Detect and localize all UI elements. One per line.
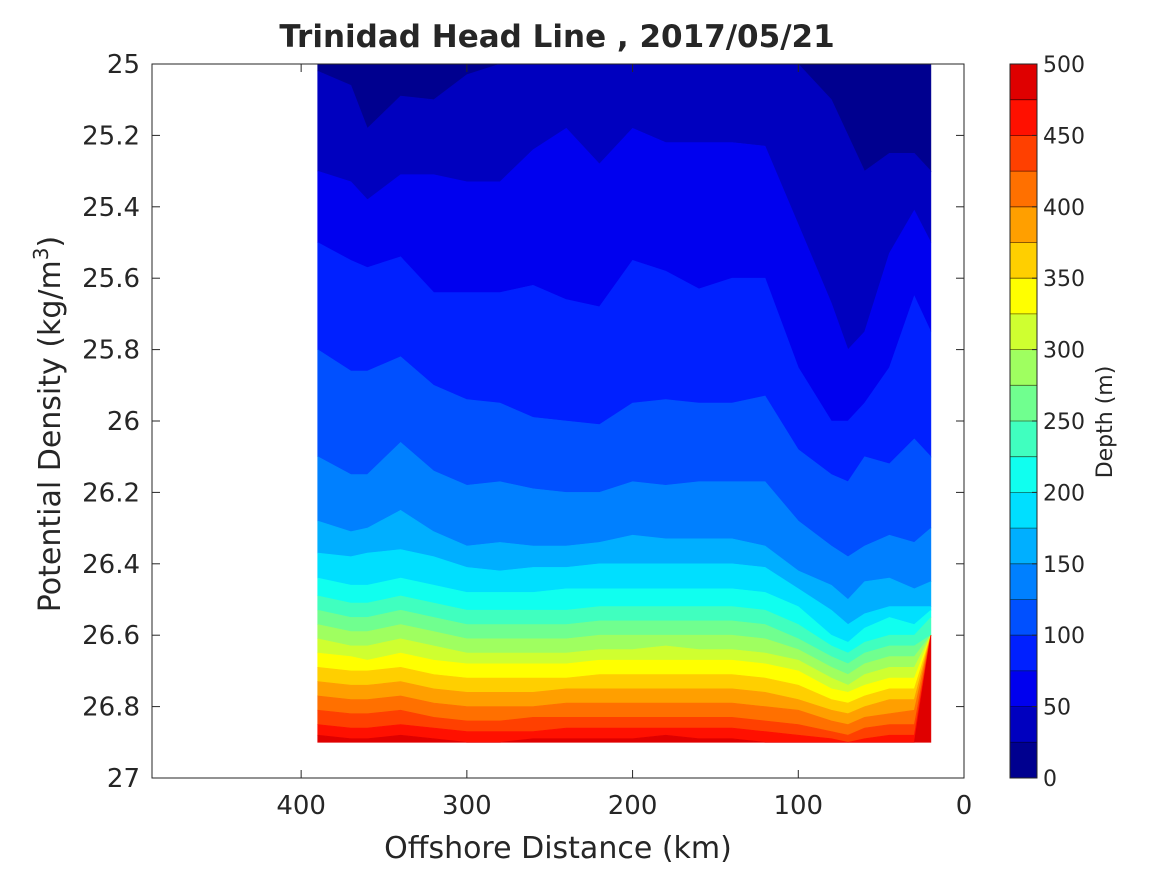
y-tick-label: 25 <box>107 50 140 80</box>
contour-band-475-500 <box>317 635 932 743</box>
colorbar-swatch-125-150 <box>1010 563 1037 600</box>
colorbar-swatch-100-125 <box>1010 599 1037 636</box>
colorbar-tick-label: 50 <box>1043 696 1071 721</box>
colorbar-tick-label: 350 <box>1043 267 1085 292</box>
y-axis-label-superscript: 3 <box>29 247 53 260</box>
y-tick-label: 26.4 <box>82 550 140 580</box>
x-axis-label: Offshore Distance (km) <box>384 831 732 866</box>
colorbar-tick-label: 100 <box>1043 624 1085 649</box>
x-tick-label: 300 <box>442 791 492 821</box>
y-axis-label-main: Potential Density (kg/m <box>33 260 68 612</box>
colorbar-swatch-225-250 <box>1010 421 1037 458</box>
y-axis-label: Potential Density (kg/m3) <box>29 236 68 612</box>
colorbar-swatch-50-75 <box>1010 670 1037 708</box>
y-tick-label: 26.6 <box>82 621 140 651</box>
colorbar-swatch-150-175 <box>1010 528 1037 565</box>
colorbar-tick-label: 300 <box>1043 339 1085 364</box>
colorbar-swatch-375-400 <box>1010 206 1037 243</box>
x-tick-label: 200 <box>608 791 658 821</box>
y-tick-label: 25.4 <box>82 193 140 223</box>
colorbar: 0 50 100 150 200 250 300 350 400 450 500 <box>1009 53 1085 792</box>
colorbar-label: Depth (m) <box>1093 366 1118 479</box>
colorbar-swatch-250-275 <box>1010 385 1037 422</box>
colorbar-swatch-200-225 <box>1010 456 1037 493</box>
plot-area <box>317 63 932 743</box>
axis-ticks: 400 300 200 100 0 25 25.2 25.4 25.6 25.8 26 26.2 26.… <box>82 50 972 821</box>
y-tick-label: 25.2 <box>82 121 140 151</box>
colorbar-swatch-175-200 <box>1010 492 1037 529</box>
colorbar-swatch-300-325 <box>1010 313 1037 351</box>
colorbar-swatch-400-425 <box>1010 171 1037 208</box>
colorbar-tick-label: 250 <box>1043 410 1085 435</box>
colorbar-tick-label: 400 <box>1043 196 1085 221</box>
y-tick-label: 26 <box>107 407 140 437</box>
x-tick-label: 0 <box>956 791 973 821</box>
colorbar-swatch-475-500 <box>1010 64 1037 101</box>
y-tick-label: 26.2 <box>82 478 140 508</box>
y-tick-label: 27 <box>107 764 140 794</box>
colorbar-swatch-425-450 <box>1010 135 1037 172</box>
colorbar-tick-label: 0 <box>1043 767 1057 792</box>
colorbar-swatch-350-375 <box>1010 242 1037 279</box>
colorbar-swatch-450-475 <box>1010 99 1037 136</box>
colorbar-swatch-25-50 <box>1010 706 1037 743</box>
colorbar-tick-label: 150 <box>1043 553 1085 578</box>
x-tick-label: 100 <box>773 791 823 821</box>
y-tick-label: 26.8 <box>82 693 140 723</box>
colorbar-tick-label: 200 <box>1043 481 1085 506</box>
colorbar-swatch-325-350 <box>1010 278 1037 315</box>
y-axis-label-close: ) <box>33 236 68 248</box>
colorbar-swatch-0-25 <box>1010 742 1037 779</box>
chart-title: Trinidad Head Line , 2017/05/21 <box>279 19 834 55</box>
colorbar-swatch-75-100 <box>1010 635 1037 672</box>
colorbar-swatch-275-300 <box>1010 349 1037 386</box>
colorbar-tick-label: 500 <box>1043 53 1085 78</box>
y-tick-label: 25.6 <box>82 264 140 294</box>
x-tick-label: 400 <box>276 791 326 821</box>
y-tick-label: 25.8 <box>82 336 140 366</box>
colorbar-tick-label: 450 <box>1043 124 1085 149</box>
